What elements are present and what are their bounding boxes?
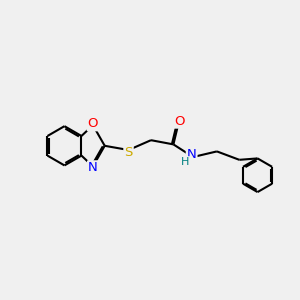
Text: O: O	[88, 117, 98, 130]
Text: N: N	[88, 161, 98, 174]
Text: H: H	[181, 157, 189, 167]
Text: S: S	[124, 146, 133, 159]
Text: O: O	[175, 115, 185, 128]
Text: N: N	[187, 148, 196, 161]
